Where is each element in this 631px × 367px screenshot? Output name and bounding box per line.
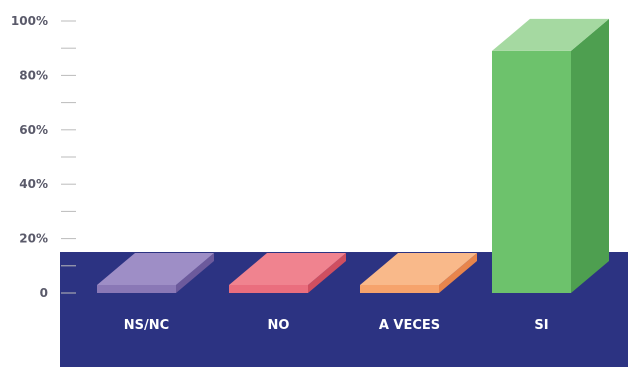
y-tick-label: 80% <box>19 68 48 82</box>
x-category-label: NS/NC <box>124 318 169 333</box>
y-axis: 0 20% 40% 60% 80% 100% <box>11 14 76 300</box>
y-tick-label: 100% <box>11 14 48 28</box>
bar-si <box>492 18 609 293</box>
x-category-label: NO <box>268 318 290 333</box>
y-tick-label: 20% <box>19 232 48 246</box>
x-axis-labels: NS/NC NO A VECES SI <box>124 318 549 333</box>
bar-top <box>492 18 609 51</box>
bar-top <box>97 253 214 285</box>
bar-no <box>229 253 346 293</box>
bar-front <box>97 285 176 293</box>
bar-top <box>360 253 477 285</box>
bar-a-veces <box>360 253 477 293</box>
bar-front <box>229 285 308 293</box>
y-tick-label: 60% <box>19 123 48 137</box>
bar-ns-nc <box>97 253 214 293</box>
bar-side <box>308 253 346 293</box>
y-tick-label: 40% <box>19 177 48 191</box>
x-category-label: SI <box>534 318 548 333</box>
bar-front <box>360 285 439 293</box>
bar-top <box>229 253 346 285</box>
bar-side <box>176 253 214 293</box>
bar-front <box>492 50 571 293</box>
bar-side <box>571 18 609 293</box>
y-tick-label: 0 <box>40 286 48 300</box>
x-category-label: A VECES <box>379 318 440 333</box>
bars <box>97 18 609 293</box>
bar-side <box>439 253 477 293</box>
